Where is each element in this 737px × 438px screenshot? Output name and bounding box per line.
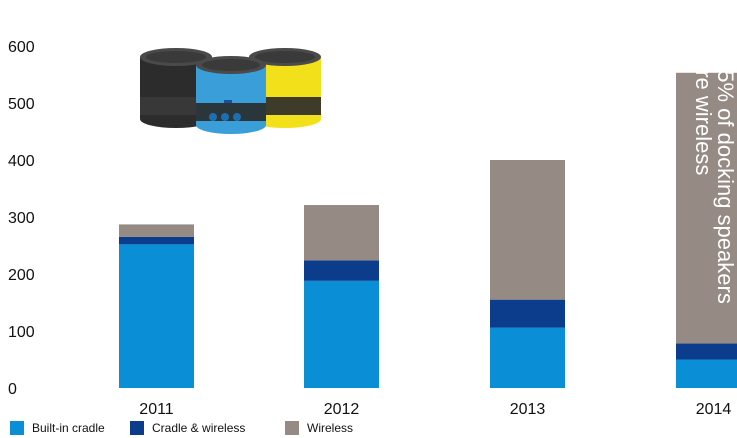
legend-swatch <box>285 421 299 435</box>
bar-segment-2011-wireless <box>119 224 194 237</box>
annotation-line: are wireless <box>691 58 716 175</box>
y-tick-label: 600 <box>8 39 35 56</box>
annotation-line: 85% of docking speakers <box>713 58 737 304</box>
y-tick-label: 0 <box>8 381 17 398</box>
bar-segment-2012-built-in-cradle <box>304 280 379 388</box>
bar-segment-2012-wireless <box>304 205 379 261</box>
bar-segment-2014-built-in-cradle <box>676 359 737 388</box>
bar-segment-2013-wireless <box>490 160 565 300</box>
y-tick-label: 100 <box>8 324 35 341</box>
x-tick-label: 2012 <box>324 401 360 418</box>
x-tick-label: 2011 <box>139 401 174 418</box>
legend-label: Built-in cradle <box>32 421 105 435</box>
bar-segment-2011-built-in-cradle <box>119 244 194 388</box>
y-tick-label: 400 <box>8 153 35 170</box>
bar-segment-2014-cradle-wireless <box>676 343 737 360</box>
speaker-blue-icon <box>196 56 266 134</box>
bar-segment-2013-cradle-wireless <box>490 299 565 328</box>
y-tick-label: 200 <box>8 267 35 284</box>
y-axis: 0 100 200 300 400 500 600 <box>8 39 35 398</box>
bar-segment-2012-cradle-wireless <box>304 260 379 281</box>
speaker-product-photo <box>140 48 321 134</box>
legend: Built-in cradle Cradle & wireless Wireless <box>10 421 353 435</box>
bar-segment-2014-wireless <box>676 72 737 344</box>
bar-segment-2013-built-in-cradle <box>490 327 565 388</box>
bar-segment-2011-cradle-wireless <box>119 236 194 245</box>
legend-swatch <box>10 421 24 435</box>
x-tick-label: 2014 <box>696 401 732 418</box>
legend-label: Wireless <box>307 421 353 435</box>
x-axis: 2011 2012 2013 2014 <box>139 401 731 418</box>
legend-label: Cradle & wireless <box>152 421 245 435</box>
legend-swatch <box>130 421 144 435</box>
y-tick-label: 300 <box>8 210 35 227</box>
bars <box>119 72 737 388</box>
x-tick-label: 2013 <box>510 401 546 418</box>
y-tick-label: 500 <box>8 96 35 113</box>
